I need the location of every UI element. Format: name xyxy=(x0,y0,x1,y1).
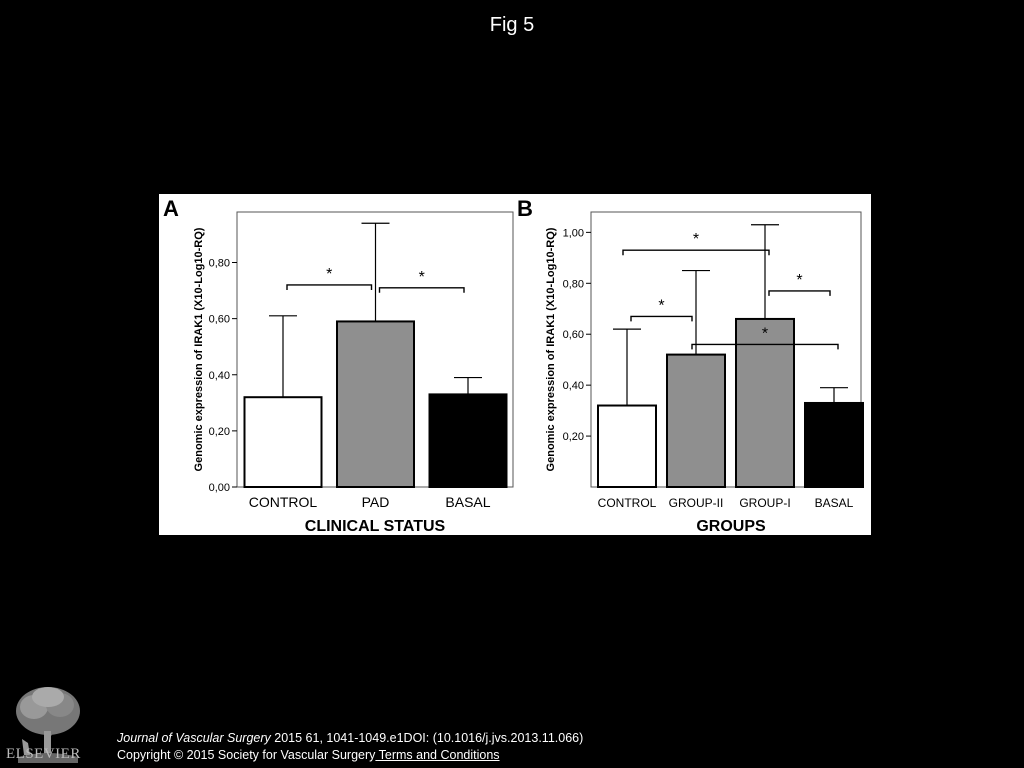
panel-b-y-tick-label: 0,40 xyxy=(563,380,584,392)
panel-a-y-tick-label: 0,40 xyxy=(209,370,230,382)
panel-a-x-tick-label: BASAL xyxy=(445,494,490,510)
citation: 2015 61, 1041-1049.e1DOI: (10.1016/j.jvs… xyxy=(270,731,584,745)
panel-a-bar-control xyxy=(243,396,323,489)
panel-a-y-tick-label: 0,80 xyxy=(209,258,230,270)
panel-a-bar-pad xyxy=(336,320,415,488)
panel-b-significance-bracket xyxy=(691,343,839,350)
panel-b-x-tick-label: GROUP-I xyxy=(739,496,790,510)
panel-b-significance-bracket xyxy=(768,290,831,296)
panel-b-significance-star: * xyxy=(693,231,699,248)
panel-b-significance-star: * xyxy=(658,297,664,314)
panel-a-y-axis-label: Genomic expression of IRAK1 (X10-Log10-R… xyxy=(193,227,205,471)
panel-b-significance-star: * xyxy=(762,325,768,342)
panel-b-significance-star: * xyxy=(796,272,802,289)
panel-b-significance-bracket xyxy=(630,315,693,322)
panel-a-bar-basal xyxy=(428,393,508,489)
panel-a-significance-star: * xyxy=(326,266,332,283)
panel-a-x-axis-label: CLINICAL STATUS xyxy=(305,518,446,535)
panel-b-y-tick-label: 0,20 xyxy=(563,431,584,443)
panel-a-y-tick-label: 0,60 xyxy=(209,314,230,326)
panel-a-significance-bracket xyxy=(378,287,465,293)
panel-a-y-tick-label: 0,20 xyxy=(209,426,230,438)
copyright-line: Copyright © 2015 Society for Vascular Su… xyxy=(117,747,583,764)
panel-b-x-tick-label: GROUP-II xyxy=(669,496,724,510)
journal-name: Journal of Vascular Surgery xyxy=(117,731,271,745)
panel-b-y-tick-label: 0,60 xyxy=(563,329,584,341)
panel-a-x-tick-label: CONTROL xyxy=(249,494,318,510)
copyright: Copyright © 2015 Society for Vascular Su… xyxy=(117,748,376,762)
elsevier-tree-logo xyxy=(10,683,86,765)
figure-5: A Genomic expression of IRAK1 (X10-Log10-… xyxy=(159,194,871,535)
figure-svg: A Genomic expression of IRAK1 (X10-Log10-… xyxy=(163,196,864,535)
citation-line: Journal of Vascular Surgery 2015 61, 104… xyxy=(117,730,583,747)
panel-b-y-tick-label: 0,80 xyxy=(563,278,584,290)
footer: Journal of Vascular Surgery 2015 61, 104… xyxy=(117,730,583,764)
panel-b-bar-group-ii xyxy=(666,353,726,488)
panel-a-significance-bracket xyxy=(286,284,373,290)
panel-b-y-tick-label: 1,00 xyxy=(563,227,584,239)
terms-link[interactable]: Terms and Conditions xyxy=(375,748,500,762)
panel-a-significance-star: * xyxy=(419,269,425,286)
panel-b-bar-control xyxy=(597,404,657,489)
panel-b-x-tick-label: BASAL xyxy=(815,496,854,510)
panel-b-y-axis-label: Genomic expression of IRAK1 (X10-Log10-R… xyxy=(545,227,557,471)
panel-b-x-tick-label: CONTROL xyxy=(598,496,657,510)
panel-b-x-axis-label: GROUPS xyxy=(696,518,766,535)
elsevier-wordmark: ELSEVIER xyxy=(6,746,81,762)
panel-a-x-tick-label: PAD xyxy=(362,494,390,510)
panel-b-bar-group-i xyxy=(735,317,795,488)
panel-a-letter: A xyxy=(163,196,179,221)
panel-a-y-tick-label: 0,00 xyxy=(209,482,230,494)
panel-b-significance-bracket xyxy=(622,249,770,256)
panel-b-letter: B xyxy=(517,196,533,221)
slide-title: Fig 5 xyxy=(489,14,535,36)
panel-b-bar-basal xyxy=(804,401,864,489)
